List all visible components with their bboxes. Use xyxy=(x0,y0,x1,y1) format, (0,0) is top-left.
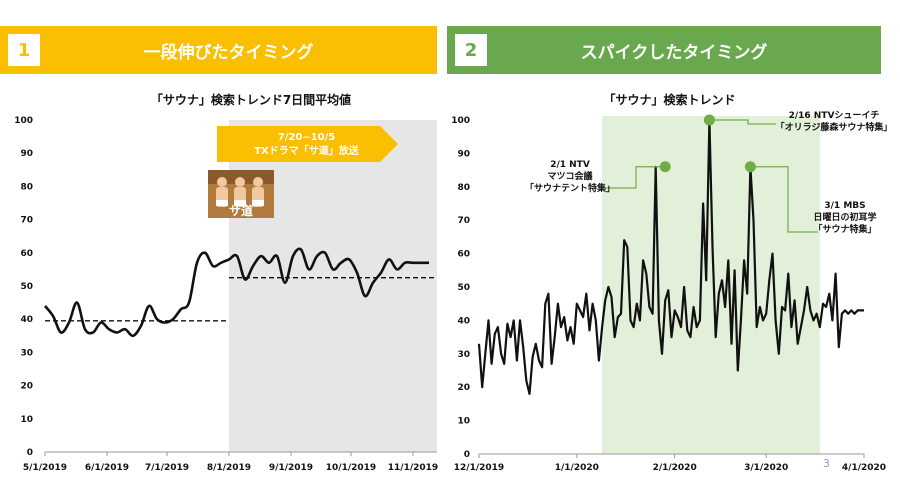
chart2-y-tick-label: 100 xyxy=(451,116,470,126)
chart2-x-tick-label: 12/1/2019 xyxy=(454,463,504,473)
panel2-title: スパイクしたタイミング xyxy=(580,42,768,63)
chart2: 「サウナ」検索トレンド 0 10 20 30 40 50 60 70 80 90 100 12/1/20… xyxy=(451,92,892,473)
chart1-y-tick-label: 60 xyxy=(20,249,33,259)
chart2-x-tick-label: 2/1/2020 xyxy=(653,463,697,473)
chart1-y-tick-label: 30 xyxy=(20,348,33,358)
chart1-y-tick-label: 20 xyxy=(20,382,33,392)
chart2-x-tick-label: 3/1/2020 xyxy=(744,463,788,473)
chart2-y-tick-label: 0 xyxy=(464,450,470,460)
chart2-x-tick-label: 1/1/2020 xyxy=(555,463,599,473)
chart1-thumbnail-caption: サ道 xyxy=(229,203,253,218)
chart2-annotation-text: 「サウナ特集」 xyxy=(813,223,876,235)
chart1-y-tick-label: 0 xyxy=(27,448,33,458)
chart1-drama-thumbnail: サ道 xyxy=(208,170,274,218)
chart2-annotation-leader xyxy=(600,166,666,189)
chart2-x-tick-label: 4/1/2020 xyxy=(842,463,886,473)
chart2-title: 「サウナ」検索トレンド xyxy=(603,92,735,107)
chart1-x-tick-label: 8/1/2019 xyxy=(207,463,251,473)
panel2-header: 2 スパイクしたタイミング xyxy=(447,26,881,74)
chart1-x-tick-label: 7/1/2019 xyxy=(145,463,189,473)
chart2-annotation-text: 「サウナテント特集」 xyxy=(525,182,615,194)
chart1-x-tick-label: 9/1/2019 xyxy=(269,463,313,473)
panel1-header: 1 一段伸びたタイミング xyxy=(0,26,437,74)
chart2-annotation-leader xyxy=(709,119,776,125)
panel1-number: 1 xyxy=(8,34,40,66)
chart2-y-tick-label: 10 xyxy=(457,417,470,427)
chart2-y-tick-label: 70 xyxy=(457,216,470,226)
chart1-y-tick-label: 100 xyxy=(14,116,33,126)
chart2-peak-marker xyxy=(744,161,756,173)
chart2-annotation-text: 2/16 NTVシューイチ xyxy=(789,110,880,121)
chart2-y-tick-label: 30 xyxy=(457,350,470,360)
chart1-x-tick-label: 10/1/2019 xyxy=(326,463,376,473)
chart2-y-tick-label: 60 xyxy=(457,250,470,260)
chart2-y-tick-label: 90 xyxy=(457,149,470,159)
chart2-annotation-leader xyxy=(750,166,818,233)
chart2-annotation-text: 「オリラジ藤森サウナ特集」 xyxy=(776,121,893,133)
chart1-x-tick-label: 11/1/2019 xyxy=(388,463,438,473)
chart2-y-tick-label: 20 xyxy=(457,383,470,393)
chart2-annotation-text: 3/1 MBS xyxy=(824,201,865,211)
chart2-peak-marker xyxy=(703,114,715,126)
chart1: 「サウナ」検索トレンド7日間平均値 0 10 20 30 40 50 60 70 80 90 100 5… xyxy=(14,92,438,473)
chart1-y-tick-label: 90 xyxy=(20,149,33,159)
chart1-x-tick-label: 6/1/2019 xyxy=(85,463,129,473)
panel1-title: 一段伸びたタイミング xyxy=(143,42,314,63)
chart1-banner-line1: 7/20~10/5 xyxy=(278,132,335,143)
chart2-annotation-text: 日曜日の初耳学 xyxy=(813,211,876,223)
chart1-y-tick-label: 10 xyxy=(20,415,33,425)
chart1-title: 「サウナ」検索トレンド7日間平均値 xyxy=(151,92,351,107)
chart2-series-line xyxy=(477,118,864,395)
chart1-y-tick-label: 40 xyxy=(20,315,33,325)
chart2-peak-marker xyxy=(659,161,671,173)
chart2-annotation-text: マツコ会議 xyxy=(547,170,592,182)
chart2-annotation-text: 2/1 NTV xyxy=(550,160,590,170)
page-number: 3 xyxy=(823,457,830,470)
chart2-y-tick-label: 50 xyxy=(457,283,470,293)
panel2-number: 2 xyxy=(455,34,487,66)
chart1-x-tick-label: 5/1/2019 xyxy=(23,463,67,473)
chart1-y-tick-label: 50 xyxy=(20,282,33,292)
chart1-broadcast-period-shade xyxy=(229,120,437,452)
chart2-y-tick-label: 40 xyxy=(457,316,470,326)
chart1-broadcast-banner xyxy=(217,126,398,162)
chart1-banner-line2: TXドラマ「サ道」放送 xyxy=(254,144,360,157)
chart1-y-tick-label: 70 xyxy=(20,216,33,226)
chart1-series-line xyxy=(43,247,429,338)
chart2-y-tick-label: 80 xyxy=(457,183,470,193)
chart1-y-tick-label: 80 xyxy=(20,182,33,192)
